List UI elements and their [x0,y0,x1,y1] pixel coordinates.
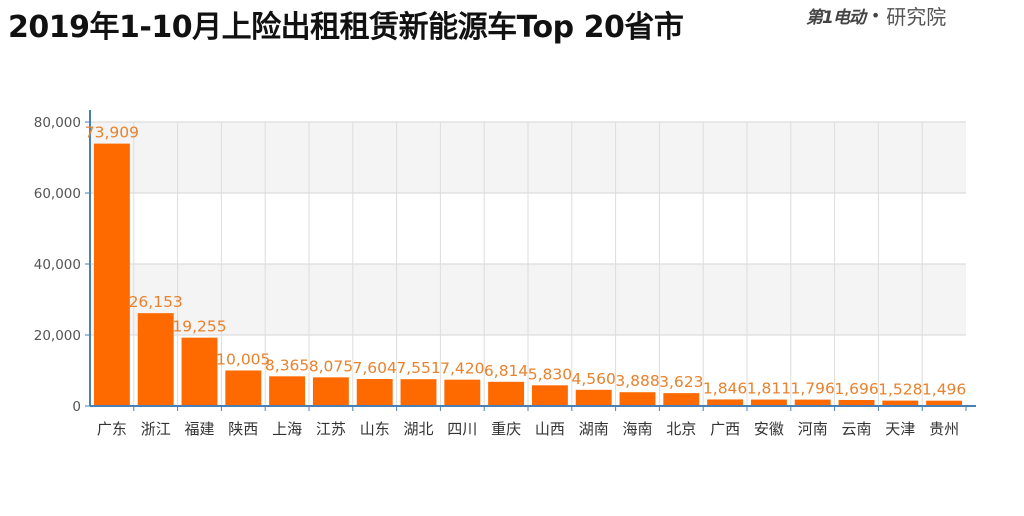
data-label: 7,551 [396,359,440,377]
x-tick-label: 陕西 [228,420,258,438]
data-label: 1,496 [922,381,966,399]
x-tick-label: 云南 [841,420,871,438]
x-tick-label: 福建 [184,420,214,438]
brand-subtitle: 研究院 [886,4,947,29]
axes [89,110,976,407]
bar-9 [444,379,481,406]
bar-6 [312,377,349,406]
x-tick-label: 浙江 [141,420,171,438]
x-tick-label: 海南 [622,420,652,438]
x-tick-label: 江苏 [316,420,346,438]
x-tick-label: 北京 [666,420,696,438]
bar-18 [838,399,875,406]
data-label: 19,255 [172,318,226,336]
bar-2 [137,313,174,406]
data-label: 26,153 [129,293,183,311]
data-label: 8,365 [265,356,309,374]
data-label: 1,811 [747,380,791,398]
bars [93,143,963,406]
data-label: 73,909 [85,124,139,142]
y-tick-label: 20,000 [34,328,81,344]
x-tick-label: 湖北 [403,420,433,438]
data-label: 5,830 [528,365,572,383]
bar-10 [488,381,525,406]
bar-1 [93,143,130,406]
chart-title: 2019年1-10月上险出租租赁新能源车Top 20省市 [8,10,684,45]
x-tick-label: 上海 [272,420,302,438]
bar-11 [531,385,568,406]
data-label: 3,888 [615,372,659,390]
x-tick-label: 山东 [360,420,390,438]
bar-7 [356,379,393,406]
data-label: 1,846 [703,379,747,397]
data-label: 7,604 [353,359,397,377]
data-label: 1,528 [878,381,922,399]
y-tick-label: 60,000 [34,186,81,202]
grid-lines [85,121,967,411]
brand-dot: • [870,5,881,25]
data-label: 10,005 [216,350,270,368]
data-label: 7,420 [440,360,484,378]
data-label: 1,696 [834,380,878,398]
y-tick-label: 80,000 [34,115,81,131]
data-label: 6,814 [484,362,528,380]
data-label: 4,560 [572,370,616,388]
brand-logo: 第1电动 [806,7,866,28]
bar-15 [707,399,744,406]
data-label: 8,075 [309,357,353,375]
x-tick-label: 四川 [447,420,477,438]
bar-5 [269,376,306,406]
x-tick-label: 广东 [97,420,127,438]
x-tick-label: 天津 [885,420,915,438]
x-tick-label: 广西 [710,420,740,438]
x-axis-labels: 广东 浙江 福建 陕西 上海 江苏 山东 湖北 四川 重庆 山西 湖南 海南 北京 广西 安徽 河南 云南 天津 贵州 [97,420,959,438]
bar-13 [619,392,656,406]
bar-3 [181,337,218,406]
bar-19 [882,400,919,406]
bar-14 [663,393,700,406]
bar-12 [575,389,612,406]
x-tick-label: 山西 [535,420,565,438]
bar-4 [225,370,262,406]
x-tick-label: 安徽 [754,420,784,438]
data-label: 1,796 [791,380,835,398]
x-tick-label: 河南 [798,420,828,438]
y-tick-label: 40,000 [34,257,81,273]
x-tick-label: 湖南 [579,420,609,438]
bar-16 [750,399,787,406]
bar-8 [400,379,437,406]
x-tick-label: 贵州 [929,420,959,438]
bar-20 [926,400,963,406]
y-axis-labels: 0 20,000 40,000 60,000 80,000 [34,115,81,415]
data-label: 3,623 [659,373,703,391]
brand-watermark: 第1电动 • 研究院 [806,0,946,30]
y-tick-label: 0 [72,399,81,415]
x-tick-label: 重庆 [491,420,521,438]
bar-17 [794,399,831,406]
